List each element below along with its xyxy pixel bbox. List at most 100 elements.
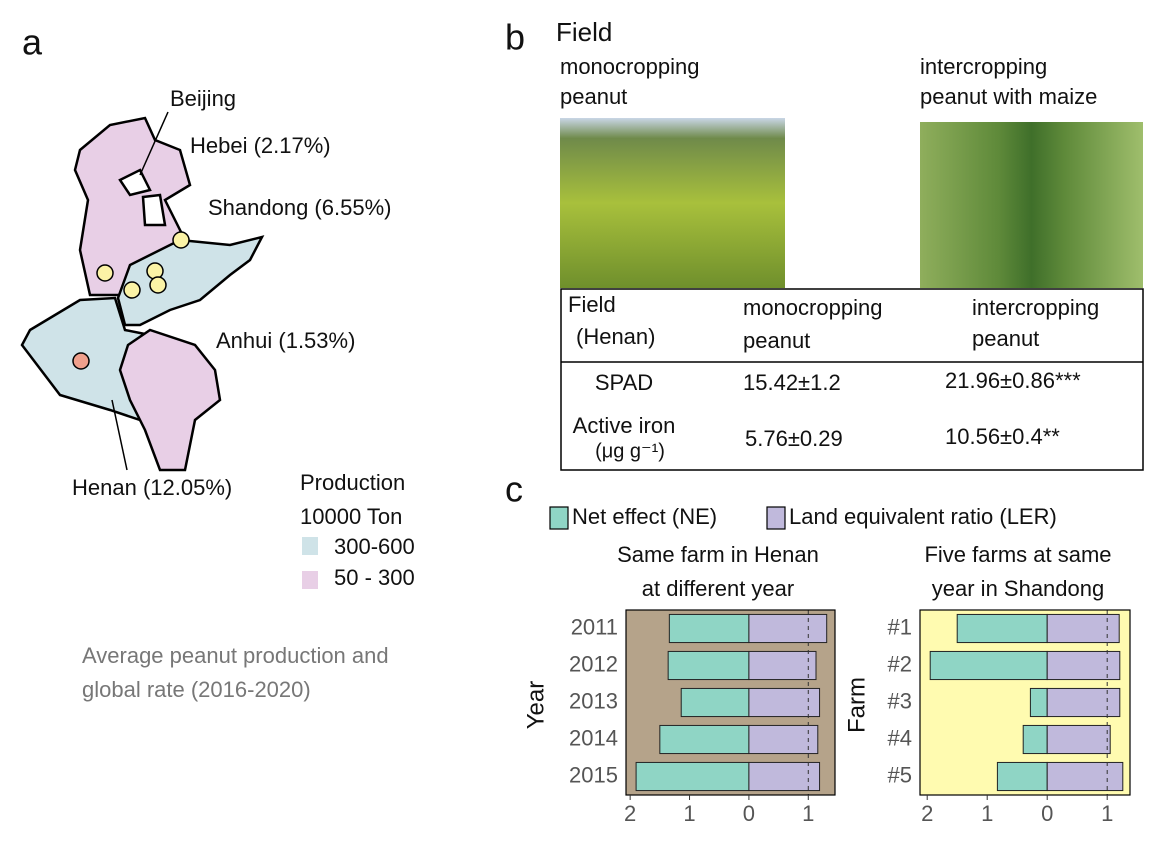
legend-title: Production	[300, 470, 405, 495]
map-label: Beijing	[170, 86, 236, 111]
table-header: peanut	[972, 326, 1039, 351]
site	[149, 276, 167, 294]
y-tick-label: 2013	[569, 688, 618, 713]
bar	[1046, 613, 1120, 644]
bar	[996, 761, 1048, 792]
site	[146, 262, 164, 280]
bar	[635, 761, 750, 792]
chart-title: Five farms at same	[924, 542, 1111, 567]
table-header: monocropping	[743, 295, 882, 320]
table-cell: 21.96±0.86***	[945, 368, 1081, 393]
panel-label: c	[505, 469, 523, 510]
table-cell: 10.56±0.4**	[945, 424, 1060, 449]
leader	[139, 111, 169, 176]
bar	[929, 650, 1048, 681]
x-tick-label: 2	[921, 801, 933, 826]
photo	[560, 118, 785, 288]
plot-frame	[625, 609, 836, 796]
bar	[668, 613, 750, 644]
x-tick-label: 0	[1041, 801, 1053, 826]
bar	[956, 613, 1048, 644]
x-tick-label: 2	[624, 801, 636, 826]
panel-label: a	[22, 22, 43, 63]
bar	[659, 724, 750, 755]
site	[172, 231, 190, 249]
bar	[748, 650, 817, 681]
table-cell: SPAD	[595, 370, 653, 395]
map-label: Anhui (1.53%)	[216, 328, 355, 353]
y-axis-label: Farm	[843, 677, 870, 733]
plot-frame	[919, 609, 1131, 796]
x-tick-label: 1	[802, 801, 814, 826]
panel-label: b	[505, 17, 525, 58]
x-tick-label: 1	[683, 801, 695, 826]
photo-caption: peanut with maize	[920, 84, 1097, 109]
table-cell: Active iron	[573, 413, 676, 438]
legend-label: 50 - 300	[334, 565, 415, 590]
bar	[1046, 687, 1121, 718]
photo-caption: peanut	[560, 84, 627, 109]
caption: global rate (2016-2020)	[82, 677, 311, 702]
site	[96, 264, 114, 282]
map	[20, 116, 265, 472]
bar	[667, 650, 750, 681]
y-tick-label: #2	[888, 651, 912, 676]
table-header: intercropping	[972, 295, 1099, 320]
leader	[111, 399, 128, 471]
photo	[920, 122, 1143, 288]
y-tick-label: #5	[888, 762, 912, 787]
tianjin	[141, 193, 167, 227]
photo-caption: intercropping	[920, 54, 1047, 79]
table-header: Field	[568, 292, 616, 317]
x-tick-label: 1	[981, 801, 993, 826]
map-label: Henan (12.05%)	[72, 475, 232, 500]
legend-swatch	[549, 506, 569, 530]
bar	[1046, 650, 1121, 681]
bar	[1029, 687, 1048, 718]
site	[72, 352, 90, 370]
table-cell: (μg g⁻¹)	[595, 440, 665, 462]
legend-label: 300-600	[334, 534, 415, 559]
table-cell: 15.42±1.2	[743, 370, 841, 395]
anhui	[118, 328, 222, 472]
legend-label: Land equivalent ratio (LER)	[789, 504, 1057, 529]
panel-title: Field	[556, 17, 612, 47]
x-tick-label: 1	[1101, 801, 1113, 826]
bar	[748, 613, 828, 644]
bar	[1022, 724, 1048, 755]
y-tick-label: #1	[888, 614, 912, 639]
chart-title: at different year	[642, 576, 794, 601]
photo-caption: monocropping	[560, 54, 699, 79]
site	[123, 281, 141, 299]
y-axis-label: Year	[522, 681, 549, 730]
table-header: (Henan)	[576, 324, 655, 349]
bar	[680, 687, 750, 718]
bar	[1046, 724, 1111, 755]
caption: Average peanut production and	[82, 643, 389, 668]
shandong	[116, 235, 265, 327]
chart-title: year in Shandong	[932, 576, 1104, 601]
sites	[72, 111, 190, 471]
legend-title: 10000 Ton	[300, 504, 402, 529]
chart-title: Same farm in Henan	[617, 542, 819, 567]
legend-swatch	[302, 571, 318, 589]
y-tick-label: 2014	[569, 725, 618, 750]
beijing	[118, 168, 152, 197]
y-tick-label: #3	[888, 688, 912, 713]
legend-swatch	[302, 537, 318, 555]
map-label: Hebei (2.17%)	[190, 133, 331, 158]
y-tick-label: 2011	[571, 614, 618, 639]
x-tick-label: 0	[743, 801, 755, 826]
table-header: peanut	[743, 328, 810, 353]
y-tick-label: 2012	[569, 651, 618, 676]
bar	[748, 687, 821, 718]
map-label: Shandong (6.55%)	[208, 195, 391, 220]
bar	[748, 724, 819, 755]
y-tick-label: 2015	[569, 762, 618, 787]
y-tick-label: #4	[888, 725, 912, 750]
table-cell: 5.76±0.29	[745, 426, 843, 451]
bar	[1046, 761, 1124, 792]
legend-label: Net effect (NE)	[572, 504, 717, 529]
table	[560, 288, 1144, 471]
